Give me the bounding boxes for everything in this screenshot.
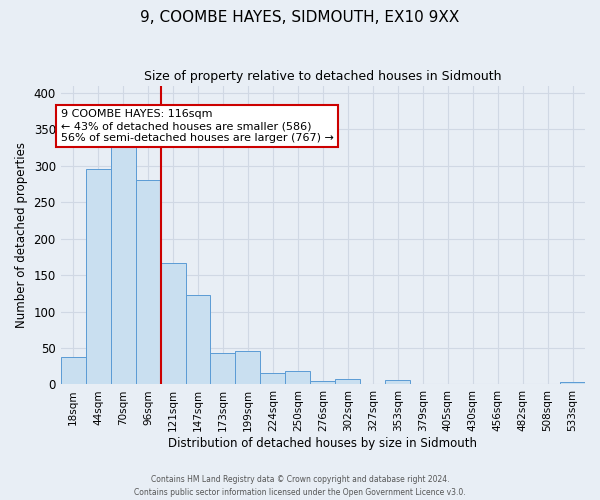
Bar [136,180,161,384]
Y-axis label: Number of detached properties: Number of detached properties [15,142,28,328]
Bar [211,353,235,384]
Bar [185,295,211,384]
X-axis label: Distribution of detached houses by size in Sidmouth: Distribution of detached houses by size … [169,437,478,450]
Text: Contains HM Land Registry data © Crown copyright and database right 2024.
Contai: Contains HM Land Registry data © Crown c… [134,476,466,497]
Bar [235,351,260,384]
Bar [335,380,360,384]
Bar [161,262,185,384]
Bar [310,381,335,384]
Bar [385,380,410,384]
Text: 9 COOMBE HAYES: 116sqm
← 43% of detached houses are smaller (586)
56% of semi-de: 9 COOMBE HAYES: 116sqm ← 43% of detached… [61,110,334,142]
Bar [110,146,136,384]
Bar [61,358,86,384]
Bar [86,170,110,384]
Title: Size of property relative to detached houses in Sidmouth: Size of property relative to detached ho… [144,70,502,83]
Text: 9, COOMBE HAYES, SIDMOUTH, EX10 9XX: 9, COOMBE HAYES, SIDMOUTH, EX10 9XX [140,10,460,25]
Bar [286,372,310,384]
Bar [560,382,585,384]
Bar [260,373,286,384]
